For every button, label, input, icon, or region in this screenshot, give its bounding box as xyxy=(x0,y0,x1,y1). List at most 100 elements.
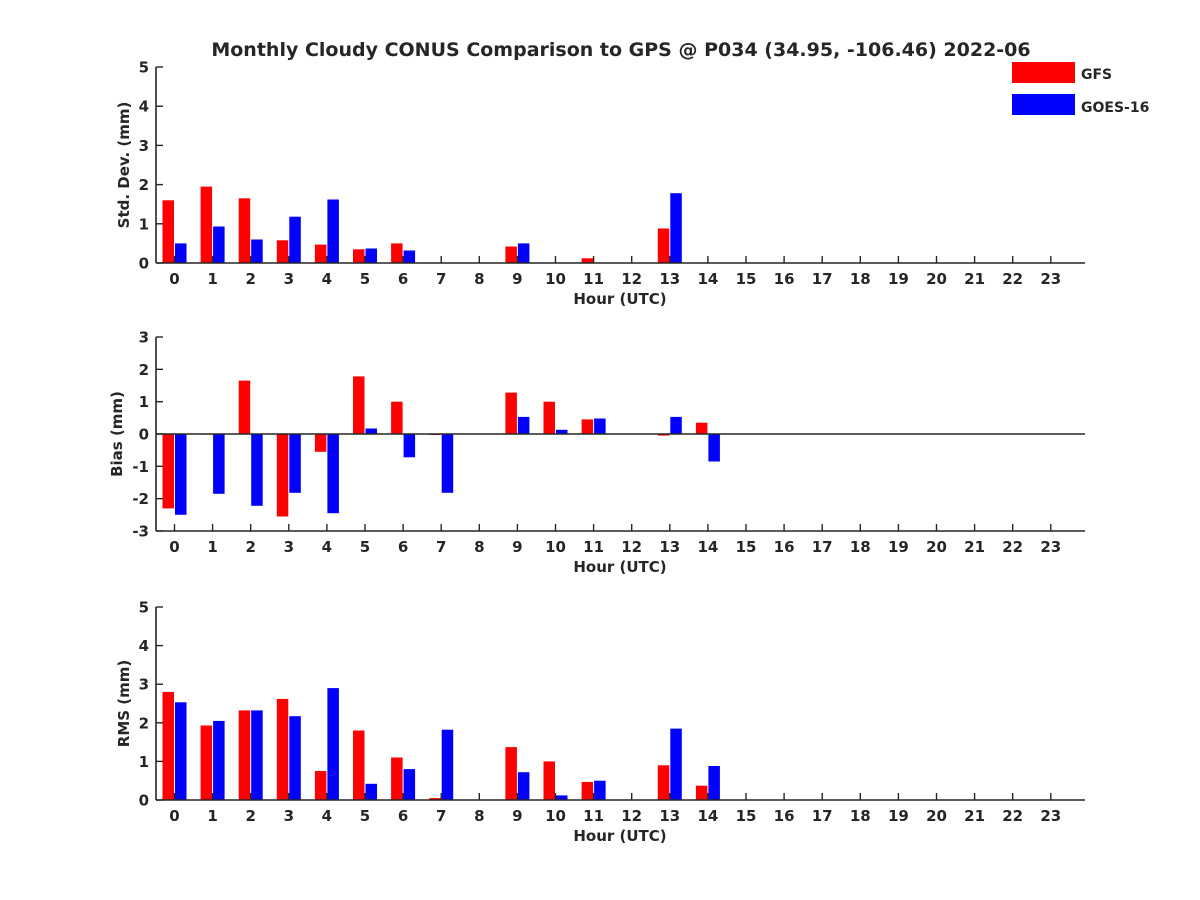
x-tick-label: 9 xyxy=(512,807,522,825)
x-tick-label: 23 xyxy=(1040,807,1061,825)
x-tick-label: 20 xyxy=(926,807,947,825)
bar-gfs-hour-5 xyxy=(353,249,365,263)
x-axis-label: Hour (UTC) xyxy=(573,290,666,308)
x-tick-label: 0 xyxy=(169,538,179,556)
x-tick-label: 15 xyxy=(736,538,757,556)
x-tick-label: 14 xyxy=(697,538,718,556)
bar-goes16-hour-14 xyxy=(708,434,720,462)
bar-goes16-hour-10 xyxy=(556,795,568,800)
x-tick-label: 17 xyxy=(812,538,833,556)
bar-gfs-hour-3 xyxy=(276,434,289,517)
bar-goes16-hour-5 xyxy=(365,783,377,800)
bar-goes16-hour-4 xyxy=(327,199,339,263)
x-tick-label: 7 xyxy=(436,538,446,556)
bar-goes16-hour-3 xyxy=(289,216,301,263)
legend-label-gfs: GFS xyxy=(1081,67,1112,83)
x-tick-label: 8 xyxy=(474,807,484,825)
x-tick-label: 15 xyxy=(736,270,757,288)
x-tick-label: 16 xyxy=(774,270,795,288)
bar-gfs-hour-11 xyxy=(581,419,594,434)
bar-gfs-hour-14 xyxy=(695,785,708,800)
bar-goes16-hour-0 xyxy=(175,434,187,515)
bar-goes16-hour-11 xyxy=(594,780,606,800)
y-tick-label: -1 xyxy=(132,458,149,476)
x-tick-label: 13 xyxy=(659,538,680,556)
legend-swatch-gfs xyxy=(1012,62,1075,83)
x-tick-label: 8 xyxy=(474,270,484,288)
x-tick-label: 2 xyxy=(245,538,255,556)
bar-goes16-hour-2 xyxy=(251,710,263,800)
bar-gfs-hour-11 xyxy=(581,258,594,263)
x-axis-label: Hour (UTC) xyxy=(573,827,666,845)
x-tick-label: 6 xyxy=(398,807,408,825)
bar-gfs-hour-5 xyxy=(353,730,365,800)
bar-goes16-hour-7 xyxy=(441,434,454,493)
bar-goes16-hour-11 xyxy=(594,418,606,434)
x-tick-label: 3 xyxy=(284,270,294,288)
y-tick-label: 2 xyxy=(139,714,149,732)
x-tick-label: 0 xyxy=(169,270,179,288)
y-tick-label: -3 xyxy=(132,523,149,541)
x-tick-label: 21 xyxy=(964,807,985,825)
bar-gfs-hour-6 xyxy=(391,757,403,800)
x-tick-label: 22 xyxy=(1002,538,1023,556)
bar-gfs-hour-10 xyxy=(543,401,555,434)
x-tick-label: 12 xyxy=(621,807,642,825)
bar-gfs-hour-11 xyxy=(581,781,594,800)
bar-gfs-hour-3 xyxy=(276,240,289,263)
x-tick-label: 12 xyxy=(621,270,642,288)
x-tick-label: 5 xyxy=(360,270,370,288)
x-tick-label: 6 xyxy=(398,538,408,556)
bar-goes16-hour-5 xyxy=(365,248,377,263)
bar-goes16-hour-0 xyxy=(175,702,187,800)
y-tick-label: 1 xyxy=(139,215,149,233)
x-tick-label: 0 xyxy=(169,807,179,825)
legend: GFS GOES-16 xyxy=(1012,62,1149,116)
bar-gfs-hour-4 xyxy=(314,244,327,263)
x-tick-label: 9 xyxy=(512,538,522,556)
bar-gfs-hour-2 xyxy=(238,710,251,800)
bar-gfs-hour-4 xyxy=(314,434,327,452)
bar-goes16-hour-4 xyxy=(327,688,339,800)
x-tick-label: 13 xyxy=(659,270,680,288)
x-tick-label: 14 xyxy=(697,270,718,288)
bar-gfs-hour-1 xyxy=(200,186,213,263)
x-tick-label: 13 xyxy=(659,807,680,825)
x-tick-label: 14 xyxy=(697,807,718,825)
y-tick-label: -2 xyxy=(132,490,149,508)
x-tick-label: 2 xyxy=(245,270,255,288)
bar-gfs-hour-3 xyxy=(276,698,289,800)
bar-gfs-hour-10 xyxy=(543,761,555,800)
x-tick-label: 21 xyxy=(964,270,985,288)
bar-goes16-hour-13 xyxy=(670,193,682,263)
y-tick-label: 0 xyxy=(139,255,149,273)
bar-gfs-hour-4 xyxy=(314,771,327,800)
bar-gfs-hour-5 xyxy=(353,376,365,434)
bar-gfs-hour-6 xyxy=(391,401,403,434)
bar-goes16-hour-6 xyxy=(403,434,416,458)
x-tick-label: 16 xyxy=(774,538,795,556)
bar-gfs-hour-2 xyxy=(238,198,251,263)
x-tick-label: 23 xyxy=(1040,538,1061,556)
x-tick-label: 11 xyxy=(583,270,604,288)
bar-gfs-hour-1 xyxy=(200,725,213,800)
y-tick-label: 4 xyxy=(139,637,149,655)
bar-goes16-hour-6 xyxy=(403,250,416,263)
y-axis-label: Std. Dev. (mm) xyxy=(115,102,133,229)
bar-goes16-hour-2 xyxy=(251,434,263,506)
x-tick-label: 5 xyxy=(360,807,370,825)
x-tick-label: 8 xyxy=(474,538,484,556)
x-tick-label: 4 xyxy=(322,270,332,288)
y-tick-label: 1 xyxy=(139,393,149,411)
y-tick-label: 3 xyxy=(139,137,149,155)
bar-gfs-hour-6 xyxy=(391,243,403,263)
x-axis-label: Hour (UTC) xyxy=(573,558,666,576)
bar-goes16-hour-9 xyxy=(517,772,530,800)
x-tick-label: 21 xyxy=(964,538,985,556)
x-tick-label: 22 xyxy=(1002,807,1023,825)
x-tick-label: 15 xyxy=(736,807,757,825)
x-tick-label: 11 xyxy=(583,807,604,825)
bar-gfs-hour-7 xyxy=(429,798,441,800)
